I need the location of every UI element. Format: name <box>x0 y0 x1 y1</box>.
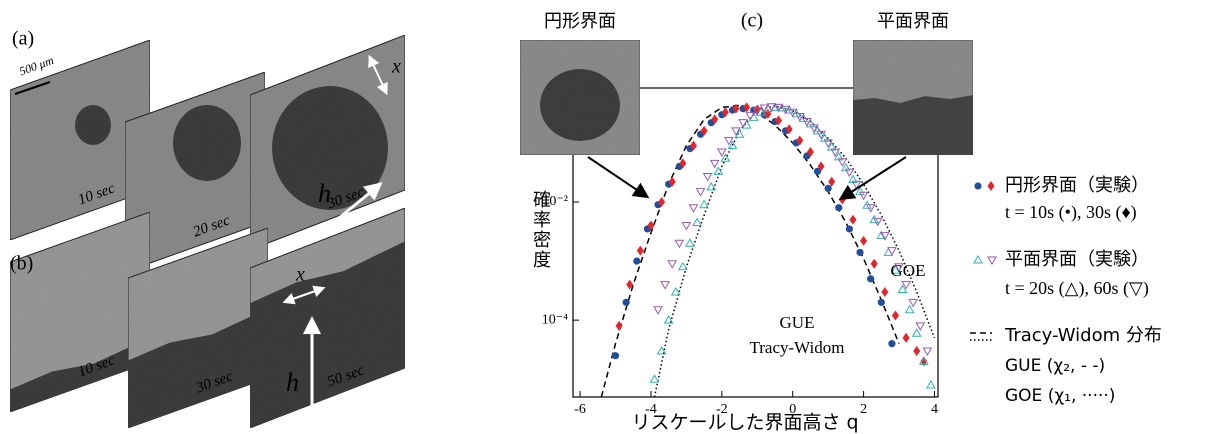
x-tick-label: -6 <box>574 402 586 417</box>
domain <box>173 105 241 181</box>
legend-symbol <box>988 257 996 264</box>
data-point <box>714 167 722 174</box>
data-point <box>909 299 917 306</box>
data-point <box>704 174 712 181</box>
data-point <box>623 299 630 306</box>
inset-title: 円形界面 <box>544 11 616 32</box>
data-point <box>881 287 888 297</box>
data-point <box>913 329 921 336</box>
legend-title: 円形界面（実験） <box>1005 175 1149 196</box>
legend-detail: GOE (χ₁, ·····) <box>1005 386 1115 406</box>
data-point <box>616 321 623 331</box>
data-point <box>654 307 662 314</box>
figure: 10 sec20 sec30 sec(a)500 μmhx10 sec30 se… <box>0 0 1227 434</box>
x-axis-label: リスケールした界面高さ q <box>631 412 858 434</box>
annotation: GOE <box>891 261 926 280</box>
scale-bar-label: 500 μm <box>17 53 56 78</box>
data-point <box>927 381 935 388</box>
annotation: Tracy-Widom <box>749 338 844 357</box>
legend-symbol <box>988 181 995 191</box>
data-point <box>750 113 758 120</box>
data-point <box>923 348 931 355</box>
data-point <box>682 222 690 229</box>
x-label: x <box>295 264 305 286</box>
data-point <box>689 205 697 212</box>
data-point <box>672 288 680 295</box>
data-point <box>846 225 853 232</box>
panel-label: (b) <box>10 253 33 275</box>
data-point <box>693 218 701 225</box>
data-point <box>637 246 644 256</box>
data-point <box>884 248 892 255</box>
data-point <box>906 306 914 313</box>
y-axis-label: 確率密度 <box>530 190 551 270</box>
data-point <box>668 261 676 268</box>
data-point <box>860 236 867 246</box>
legend: 円形界面（実験） t = 10s (•), 30s (♦) 平面界面（実験） t = … <box>970 175 1162 406</box>
data-point <box>878 299 885 306</box>
data-point <box>888 340 895 347</box>
data-point <box>913 346 920 356</box>
data-point <box>711 160 719 167</box>
h-label: h <box>286 368 299 397</box>
h-label: h <box>318 179 331 208</box>
x-label: x <box>391 56 401 78</box>
data-point <box>903 333 910 343</box>
legend-title: Tracy-Widom 分布 <box>1004 325 1162 346</box>
data-point <box>675 240 683 247</box>
data-point <box>825 185 832 192</box>
domain <box>75 105 111 145</box>
x-tick-label: 4 <box>931 402 938 417</box>
legend-title: 平面界面（実験） <box>1005 249 1149 270</box>
data-point <box>835 204 842 211</box>
legend-detail: GUE (χ₂, - -) <box>1005 356 1105 376</box>
panel-label: (a) <box>12 28 34 50</box>
panel-label: (c) <box>741 10 763 32</box>
inset-title: 平面界面 <box>877 11 949 32</box>
x-tick-label: 2 <box>860 402 867 417</box>
data-point <box>867 275 874 282</box>
data-point <box>700 201 708 208</box>
annotation: GUE <box>780 313 815 332</box>
data-point <box>916 323 924 330</box>
legend-detail: t = 20s (△), 60s (▽) <box>1005 278 1149 299</box>
data-point <box>856 249 863 256</box>
data-point <box>697 189 705 196</box>
data-point <box>888 248 896 255</box>
domain <box>853 95 973 155</box>
legend-symbol <box>974 182 981 189</box>
domain <box>540 69 620 141</box>
y-tick-label: 10⁻⁴ <box>542 312 568 327</box>
data-point <box>661 282 669 289</box>
legend-detail: t = 10s (•), 30s (♦) <box>1005 202 1137 223</box>
data-point <box>849 215 856 225</box>
data-point <box>633 257 640 264</box>
pointer-arrow <box>588 157 646 196</box>
data-point <box>686 239 694 246</box>
data-point <box>871 259 878 269</box>
data-point <box>612 352 619 359</box>
legend-symbol <box>974 256 982 263</box>
data-point <box>892 310 899 320</box>
